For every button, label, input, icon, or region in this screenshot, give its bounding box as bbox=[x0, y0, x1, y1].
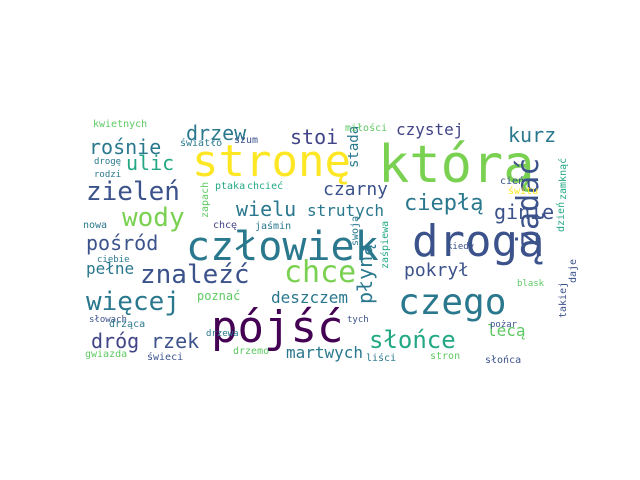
word: wody bbox=[122, 203, 185, 233]
word: pośród bbox=[86, 231, 158, 255]
word: lecą bbox=[487, 321, 526, 340]
word: ciebie bbox=[97, 255, 130, 265]
word: rzek bbox=[151, 329, 199, 353]
word: pokrył bbox=[404, 260, 469, 281]
word: chcieć bbox=[247, 180, 283, 192]
word: chce bbox=[284, 255, 356, 290]
word: pójść bbox=[211, 302, 343, 353]
word: blask bbox=[517, 279, 545, 289]
word: człowiek bbox=[186, 224, 379, 270]
word: zapach bbox=[200, 182, 211, 218]
word: dróg bbox=[91, 329, 139, 353]
word: tych bbox=[347, 315, 369, 325]
word: stada bbox=[346, 126, 362, 168]
word: stoi bbox=[290, 125, 338, 149]
word: pełne bbox=[86, 259, 134, 278]
word: wielu bbox=[236, 197, 296, 221]
word: zamknąć bbox=[557, 158, 569, 200]
word: swoją bbox=[350, 216, 361, 246]
word: miłości bbox=[345, 122, 387, 134]
word: drogę bbox=[94, 157, 121, 167]
word: takiej bbox=[558, 282, 569, 318]
word: słońca bbox=[485, 354, 521, 366]
word: słowach bbox=[89, 315, 127, 325]
word: ptaka bbox=[215, 181, 245, 192]
word: strutych bbox=[307, 201, 384, 220]
word: drzew bbox=[186, 121, 247, 145]
word: nowa bbox=[83, 220, 107, 231]
word: drogą bbox=[412, 216, 544, 267]
word: szum bbox=[234, 135, 258, 146]
word: chcę bbox=[213, 220, 237, 231]
word: pożar bbox=[490, 320, 518, 330]
word: deszczem bbox=[271, 288, 348, 307]
word: rośnie bbox=[89, 135, 161, 159]
word: światło bbox=[180, 137, 222, 149]
word: kiedy bbox=[447, 242, 475, 252]
word: zieleń bbox=[86, 177, 180, 207]
word: ginie bbox=[494, 200, 554, 224]
word: kurz bbox=[508, 123, 556, 147]
word: kwietnych bbox=[93, 119, 147, 130]
word: drżąca bbox=[109, 319, 145, 330]
word: gwiazda bbox=[85, 349, 127, 360]
word: drzemo bbox=[233, 346, 269, 357]
word: więcej bbox=[86, 287, 180, 317]
word: świeci bbox=[147, 351, 183, 363]
word: dzień bbox=[555, 202, 567, 232]
word: ulic bbox=[126, 151, 174, 175]
word: zaśpiewa bbox=[379, 221, 391, 269]
word: cień bbox=[500, 175, 524, 187]
word: jaśmin bbox=[255, 220, 291, 232]
word: stron bbox=[430, 351, 460, 362]
word: liści bbox=[366, 352, 396, 364]
word: czarny bbox=[323, 179, 388, 200]
word: rodzi bbox=[94, 170, 121, 180]
word: poznać bbox=[197, 289, 240, 303]
word: czystej bbox=[396, 120, 463, 139]
word: daje bbox=[568, 259, 579, 283]
word: którą bbox=[378, 135, 535, 195]
word: słońce bbox=[369, 326, 456, 354]
word: martwych bbox=[286, 343, 363, 362]
word: stronę bbox=[192, 136, 351, 187]
word: drzewa bbox=[206, 329, 239, 339]
word: płyną bbox=[353, 244, 377, 304]
word: znaleźć bbox=[140, 260, 250, 290]
word: żądać bbox=[511, 158, 546, 248]
word: czego bbox=[398, 282, 506, 323]
word: świtu bbox=[508, 185, 538, 197]
word: ciepłą bbox=[404, 191, 483, 216]
